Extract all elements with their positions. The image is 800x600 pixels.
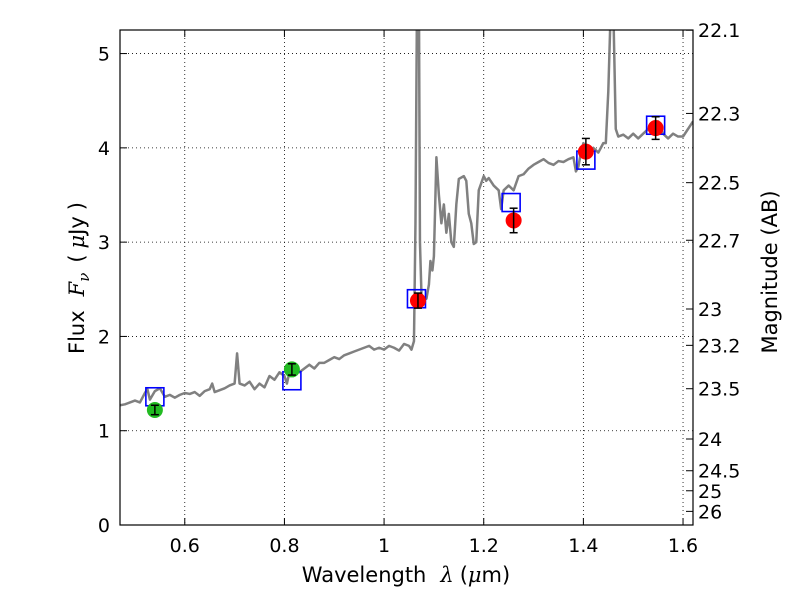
right-tick-label: 26 [698, 501, 722, 523]
plot-data-layer [120, 30, 693, 418]
y-tick-label: 3 [98, 232, 110, 254]
x-tick-label: 0.6 [170, 535, 200, 557]
y-tick-label: 0 [98, 515, 110, 537]
x-tick-label: 1.2 [469, 535, 499, 557]
right-tick-label: 24 [698, 429, 722, 451]
y-axis-title: FluxFν(μJy) [65, 202, 93, 354]
right-tick-label: 22.5 [698, 173, 740, 195]
right-tick-label: 23 [698, 299, 722, 321]
plot-frame [119, 29, 694, 526]
y-axis-ticks: 0 1 2 3 4 5 [98, 44, 127, 537]
x-tick-label: 1.4 [568, 535, 598, 557]
right-tick-label: 22.7 [698, 230, 740, 252]
x-axis-ticks: 0.6 0.8 1 1.2 1.4 1.6 [170, 30, 698, 557]
y-tick-label: 2 [98, 326, 110, 348]
right-tick-label: 22.1 [698, 20, 740, 42]
model-band-square [501, 192, 521, 213]
x-tick-label: 0.8 [269, 535, 299, 557]
right-tick-label: 24.5 [698, 461, 740, 483]
y-tick-label: 1 [98, 421, 110, 443]
right-tick-label: 23.2 [698, 335, 740, 357]
error-bars [150, 115, 660, 416]
y-tick-label: 4 [98, 138, 110, 160]
right-axis-title: Magnitude (AB) [758, 190, 782, 353]
y-tick-label: 5 [98, 44, 110, 66]
right-tick-label: 23.5 [698, 379, 740, 401]
x-tick-label: 1.6 [668, 535, 698, 557]
right-tick-label: 25 [698, 481, 722, 503]
x-tick-label: 1 [378, 535, 390, 557]
grid-lines [120, 30, 693, 525]
right-tick-label: 22.3 [698, 103, 740, 125]
x-axis-title: Wavelength λ (μm) [302, 563, 510, 587]
